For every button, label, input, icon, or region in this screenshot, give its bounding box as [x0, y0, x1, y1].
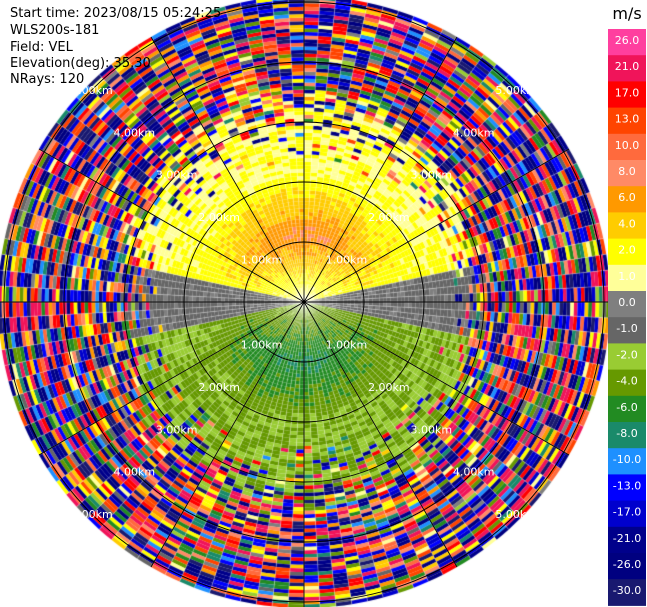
colorbar-tick-label: 21.0: [615, 60, 640, 73]
range-ring-label: 1.00km: [326, 338, 368, 351]
colorbar-tick-label: 17.0: [615, 86, 640, 99]
colorbar-tick-label: -10.0: [613, 453, 641, 466]
colorbar-tick-label: 10.0: [615, 139, 640, 152]
colorbar-tick-label: -1.0: [616, 322, 637, 335]
colorbar-segment: [608, 55, 646, 82]
colorbar-segment: [608, 474, 646, 502]
range-ring-label: 3.00km: [156, 423, 198, 436]
colorbar-tick-label: -6.0: [616, 401, 637, 414]
colorbar-segment: [608, 343, 646, 371]
colorbar-segment: [608, 369, 646, 397]
range-ring-label: 5.00km: [71, 84, 113, 97]
colorbar-title: m/s: [612, 4, 641, 23]
colorbar-tick-label: -21.0: [613, 532, 641, 545]
colorbar-tick-label: 2.0: [618, 244, 636, 257]
range-ring-label: 5.00km: [495, 508, 537, 521]
range-ring-label: 2.00km: [198, 211, 240, 224]
colorbar-segment: [608, 448, 646, 475]
colorbar-tick-label: 1.0: [618, 270, 636, 283]
colorbar-segment: [608, 500, 646, 528]
colorbar-segment: [608, 81, 646, 109]
range-ring-label: 3.00km: [410, 169, 452, 182]
colorbar-tick-label: 26.0: [615, 34, 640, 47]
range-ring-label: 4.00km: [453, 466, 495, 479]
colorbar-segment: [608, 553, 646, 580]
range-ring-label: 4.00km: [114, 466, 156, 479]
colorbar-tick-label: 6.0: [618, 191, 636, 204]
colorbar-segment: [608, 422, 646, 449]
colorbar-tick-label: 4.0: [618, 217, 636, 230]
range-ring-label: 5.00km: [495, 84, 537, 97]
colorbar-tick-label: -17.0: [613, 506, 641, 519]
azimuth-spoke: [303, 301, 570, 456]
azimuth-spoke: [38, 301, 305, 456]
nrays-text: NRays: 120: [10, 72, 85, 87]
azimuth-spoke: [303, 301, 458, 568]
colorbar-segment: [608, 186, 646, 213]
colorbar-tick-label: -4.0: [616, 375, 637, 388]
instrument-text: WLS200s-181: [10, 23, 100, 38]
range-ring-label: 4.00km: [114, 126, 156, 139]
colorbar-segment: [608, 29, 646, 56]
colorbar-tick-label: -2.0: [616, 348, 637, 361]
colorbar-tick-label: -26.0: [613, 558, 641, 571]
colorbar-segment: [608, 107, 646, 135]
colorbar-segment: [608, 238, 646, 266]
colorbar-tick-label: -13.0: [613, 479, 641, 492]
colorbar-segment: [608, 526, 646, 554]
range-ring-label: 3.00km: [410, 423, 452, 436]
colorbar-segment: [608, 395, 646, 423]
colorbar-tick-label: 8.0: [618, 165, 636, 178]
azimuth-spoke: [38, 148, 305, 303]
colorbar-tick-label: -30.0: [613, 584, 641, 597]
range-ring-label: 1.00km: [326, 254, 368, 267]
colorbar-segment: [608, 579, 646, 606]
colorbar-segment: [608, 212, 646, 240]
range-ring-label: 1.00km: [241, 254, 283, 267]
azimuth-spoke: [303, 36, 458, 303]
azimuth-spoke: [150, 36, 305, 303]
range-ring-label: 2.00km: [198, 381, 240, 394]
azimuth-spoke: [150, 301, 305, 568]
colorbar-tick-label: 13.0: [615, 113, 640, 126]
colorbar-segment: [608, 317, 646, 344]
azimuth-spoke: [303, 148, 570, 303]
colorbar-tick-label: -8.0: [616, 427, 637, 440]
range-ring-label: 3.00km: [156, 169, 198, 182]
colorbar-segment: [608, 291, 646, 318]
colorbar-segment: [608, 160, 646, 187]
range-ring-label: 4.00km: [453, 126, 495, 139]
colorbar-tick-label: 0.0: [618, 296, 636, 309]
colorbar-segment: [608, 133, 646, 161]
colorbar-segment: [608, 264, 646, 292]
range-ring-label: 2.00km: [368, 211, 410, 224]
range-ring-label: 5.00km: [71, 508, 113, 521]
start-time-text: Start time: 2023/08/15 05:24:25: [10, 6, 222, 21]
elevation-text: Elevation(deg): 35.30: [10, 56, 151, 71]
field-text: Field: VEL: [10, 40, 73, 55]
range-ring-label: 1.00km: [241, 338, 283, 351]
range-ring-label: 2.00km: [368, 381, 410, 394]
